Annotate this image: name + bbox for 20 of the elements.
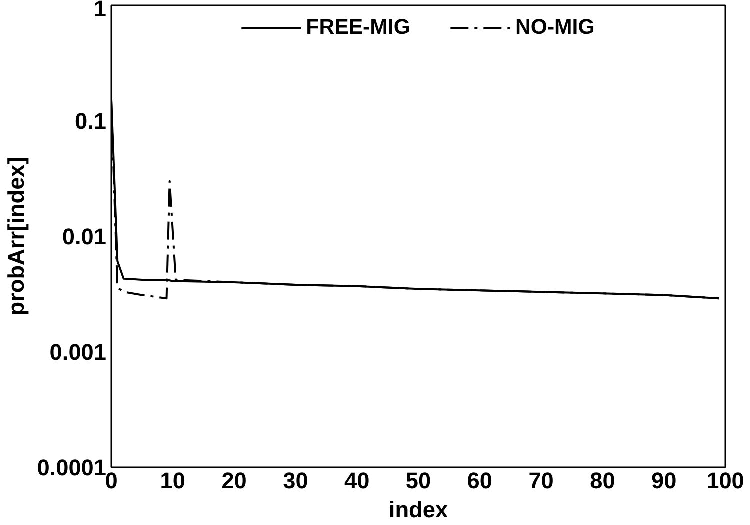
x-tick-label: 90 — [652, 468, 677, 494]
x-tick-label: 50 — [406, 468, 432, 494]
y-tick-label: 0.0001 — [37, 454, 106, 480]
legend-label: NO-MIG — [515, 15, 595, 40]
y-axis-title: probArr[index] — [3, 157, 30, 316]
x-tick-label: 40 — [344, 468, 370, 494]
x-tick-label: 70 — [528, 468, 554, 494]
y-tick-label: 0.1 — [75, 108, 107, 134]
x-tick-label: 20 — [222, 468, 247, 494]
x-axis-title: index — [388, 496, 448, 522]
x-tick-label: 30 — [283, 468, 308, 494]
x-tick-label: 100 — [706, 468, 744, 494]
y-tick-label: 1 — [94, 0, 107, 22]
x-tick-label: 0 — [105, 468, 118, 494]
y-tick-label: 0.01 — [62, 224, 107, 250]
legend-label: FREE-MIG — [306, 15, 410, 40]
x-tick-label: 10 — [160, 468, 186, 494]
x-tick-label: 80 — [590, 468, 616, 494]
y-tick-label: 0.001 — [50, 339, 107, 365]
x-tick-label: 60 — [467, 468, 493, 494]
